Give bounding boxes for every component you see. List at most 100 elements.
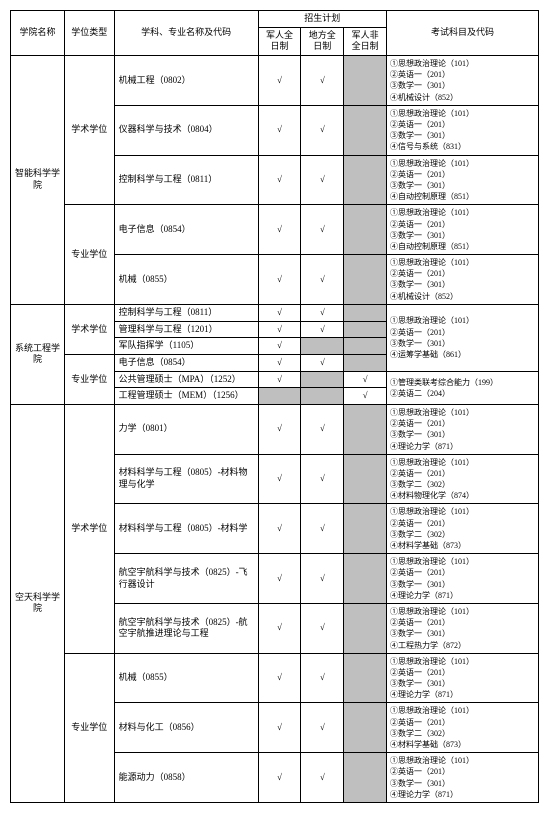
cell-check: √ — [258, 371, 301, 388]
major: 电子信息（0854） — [114, 354, 258, 371]
major: 能源动力（0858） — [114, 753, 258, 803]
major: 材料科学与工程（0805）-材料物理与化学 — [114, 454, 258, 504]
major: 控制科学与工程（0811） — [114, 155, 258, 205]
degree-acad: 学术学位 — [65, 304, 115, 354]
hdr-exam: 考试科目及代码 — [386, 11, 538, 56]
major: 工程管理硕士（MEM）（1256） — [114, 388, 258, 405]
major: 航空宇航科学与技术（0825）-航空宇航推进理论与工程 — [114, 603, 258, 653]
major: 军队指挥学（1105） — [114, 338, 258, 355]
hdr-major: 学科、专业名称及代码 — [114, 11, 258, 56]
college-2: 系统工程学院 — [11, 304, 65, 404]
hdr-plan: 招生计划 — [258, 11, 386, 28]
cell-shade — [344, 354, 387, 371]
cell-shade — [344, 454, 387, 504]
major: 公共管理硕士（MPA）（1252） — [114, 371, 258, 388]
cell-check: √ — [301, 454, 344, 504]
cell-check: √ — [258, 155, 301, 205]
cell-check: √ — [301, 56, 344, 106]
major: 材料与化工（0856） — [114, 703, 258, 753]
exam-cell: ①思想政治理论（101）②英语一（201）③数学一（301）④工程热力学（872… — [386, 603, 538, 653]
hdr-mil-full: 军人全日制 — [258, 27, 301, 55]
exam-cell: ①思想政治理论（101）②英语一（201）③数学一（301）④机械设计（852） — [386, 255, 538, 305]
cell-check: √ — [258, 454, 301, 504]
degree-acad: 学术学位 — [65, 56, 115, 205]
cell-shade — [344, 404, 387, 454]
exam-cell: ①思想政治理论（101）②英语一（201）③数学二（302）④材料学基础（873… — [386, 504, 538, 554]
cell-shade — [344, 304, 387, 321]
major: 航空宇航科学与技术（0825）-飞行器设计 — [114, 554, 258, 604]
hdr-college: 学院名称 — [11, 11, 65, 56]
degree-prof: 专业学位 — [65, 653, 115, 802]
major: 机械（0855） — [114, 653, 258, 703]
cell-shade — [301, 338, 344, 355]
degree-acad: 学术学位 — [65, 404, 115, 653]
cell-check: √ — [301, 155, 344, 205]
cell-check: √ — [344, 388, 387, 405]
cell-check: √ — [258, 404, 301, 454]
cell-check: √ — [258, 205, 301, 255]
cell-check: √ — [344, 371, 387, 388]
cell-shade — [344, 321, 387, 338]
degree-prof: 专业学位 — [65, 205, 115, 305]
cell-check: √ — [258, 603, 301, 653]
cell-check: √ — [301, 304, 344, 321]
cell-check: √ — [301, 504, 344, 554]
cell-check: √ — [258, 255, 301, 305]
cell-shade — [344, 703, 387, 753]
cell-shade — [344, 653, 387, 703]
cell-check: √ — [301, 653, 344, 703]
cell-shade — [301, 388, 344, 405]
cell-check: √ — [258, 338, 301, 355]
major: 仪器科学与技术（0804） — [114, 105, 258, 155]
exam-cell: ①管理类联考综合能力（199）②英语二（204） — [386, 371, 538, 404]
cell-check: √ — [301, 554, 344, 604]
exam-cell: ①思想政治理论（101）②英语一（201）③数学一（301）④运筹学基础（861… — [386, 304, 538, 371]
cell-check: √ — [258, 56, 301, 106]
exam-cell: ①思想政治理论（101）②英语一（201）③数学一（301）④自动控制原理（85… — [386, 155, 538, 205]
cell-check: √ — [301, 603, 344, 653]
admissions-table: 学院名称 学位类型 学科、专业名称及代码 招生计划 考试科目及代码 军人全日制 … — [10, 10, 539, 803]
cell-shade — [344, 105, 387, 155]
exam-cell: ①思想政治理论（101）②英语一（201）③数学一（301）④理论力学（871） — [386, 653, 538, 703]
cell-check: √ — [301, 703, 344, 753]
cell-check: √ — [258, 504, 301, 554]
hdr-local-full: 地方全日制 — [301, 27, 344, 55]
major: 管理科学与工程（1201） — [114, 321, 258, 338]
cell-shade — [344, 554, 387, 604]
exam-cell: ①思想政治理论（101）②英语一（201）③数学一（301）④理论力学（871） — [386, 554, 538, 604]
exam-cell: ①思想政治理论（101）②英语一（201）③数学二（302）④材料学基础（873… — [386, 703, 538, 753]
cell-check: √ — [258, 354, 301, 371]
cell-check: √ — [301, 321, 344, 338]
hdr-mil-part: 军人非全日制 — [344, 27, 387, 55]
cell-check: √ — [301, 404, 344, 454]
cell-check: √ — [258, 304, 301, 321]
hdr-degree: 学位类型 — [65, 11, 115, 56]
exam-cell: ①思想政治理论（101）②英语一（201）③数学一（301）④机械设计（852） — [386, 56, 538, 106]
major: 材料科学与工程（0805）-材料学 — [114, 504, 258, 554]
major: 力学（0801） — [114, 404, 258, 454]
cell-check: √ — [301, 205, 344, 255]
cell-check: √ — [301, 753, 344, 803]
cell-check: √ — [258, 753, 301, 803]
college-1: 智能科学学院 — [11, 56, 65, 305]
cell-shade — [344, 255, 387, 305]
cell-check: √ — [258, 554, 301, 604]
college-3: 空天科学学院 — [11, 404, 65, 802]
cell-check: √ — [258, 105, 301, 155]
cell-shade — [344, 504, 387, 554]
cell-check: √ — [301, 255, 344, 305]
major: 机械工程（0802） — [114, 56, 258, 106]
cell-check: √ — [301, 105, 344, 155]
major: 机械（0855） — [114, 255, 258, 305]
cell-shade — [301, 371, 344, 388]
major: 电子信息（0854） — [114, 205, 258, 255]
cell-shade — [344, 603, 387, 653]
cell-shade — [344, 155, 387, 205]
cell-shade — [258, 388, 301, 405]
cell-check: √ — [301, 354, 344, 371]
cell-check: √ — [258, 321, 301, 338]
exam-cell: ①思想政治理论（101）②英语一（201）③数学一（301）④理论力学（871） — [386, 753, 538, 803]
major: 控制科学与工程（0811） — [114, 304, 258, 321]
cell-shade — [344, 56, 387, 106]
exam-cell: ①思想政治理论（101）②英语一（201）③数学一（301）④理论力学（871） — [386, 404, 538, 454]
